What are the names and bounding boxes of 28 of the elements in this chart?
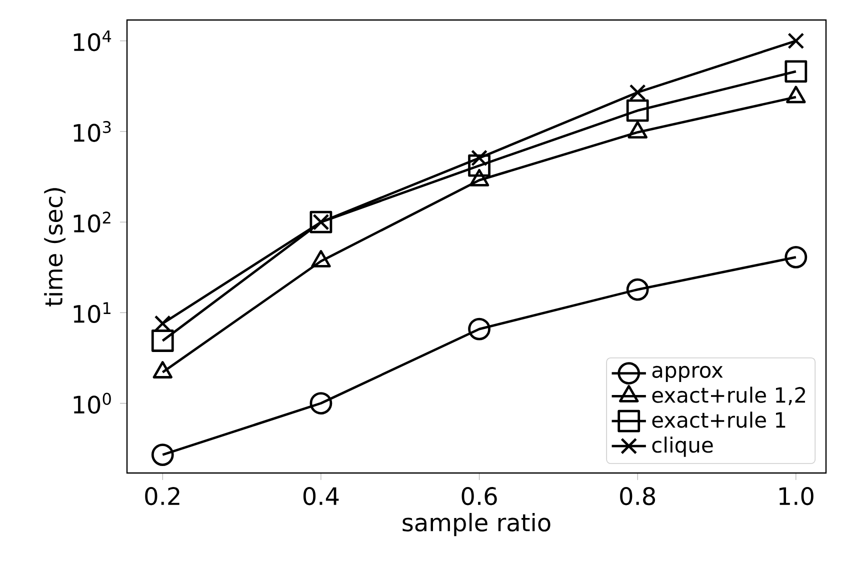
x-axis-title: sample ratio: [402, 512, 550, 536]
x-tick-label: 1.0: [779, 487, 814, 506]
point: [629, 84, 646, 101]
legend-label: approx: [652, 366, 723, 382]
y-tick-label: 10$^{0}$: [74, 392, 111, 414]
point: [468, 318, 490, 340]
y-tick-label: 10$^{4}$: [74, 30, 112, 52]
point: [788, 32, 804, 50]
legend-label: clique: [652, 436, 713, 457]
point: [784, 60, 808, 83]
legend-label: exact+rule 1: [652, 412, 786, 428]
point: [310, 392, 332, 414]
legend-label: exact+rule 1,2: [652, 386, 806, 406]
point: [784, 246, 808, 268]
y-tick-label: 10$^{1}$: [74, 302, 110, 324]
x-tick-label: 0.8: [620, 487, 656, 506]
x-tick-label: 0.6: [462, 487, 497, 506]
point: [626, 99, 649, 122]
y-tick-label: 10$^{2}$: [74, 212, 110, 233]
point: [626, 278, 649, 301]
x-tick-label: 0.4: [303, 487, 339, 506]
y-tick-label: 10$^{3}$: [74, 121, 111, 142]
point: [468, 154, 490, 177]
x-tick-label: 0.2: [145, 487, 180, 506]
point: [151, 444, 174, 466]
point: [151, 330, 174, 352]
point: [471, 150, 488, 166]
y-axis-title: time (sec): [44, 188, 66, 306]
